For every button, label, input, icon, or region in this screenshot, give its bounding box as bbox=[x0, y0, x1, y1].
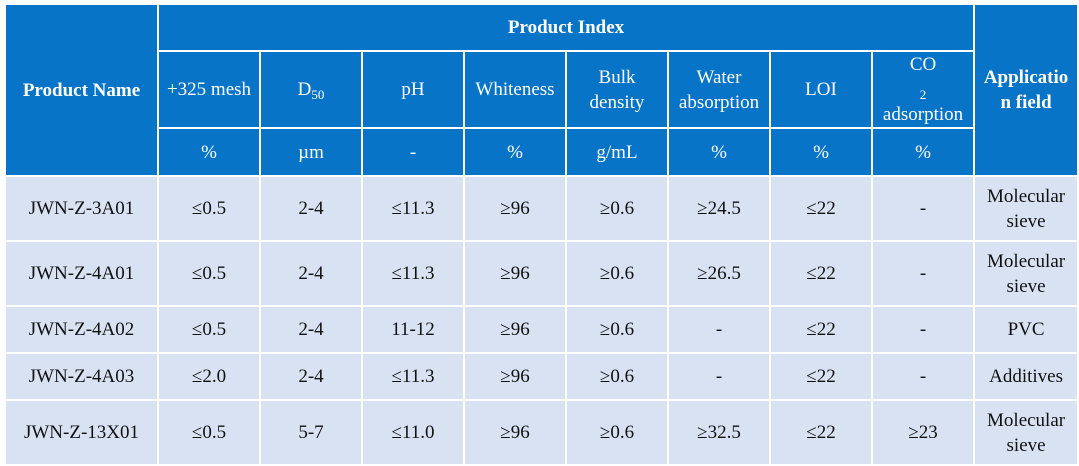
table-row: JWN-Z-4A03 ≤2.0 2-4 ≤11.3 ≥96 ≥0.6 - ≤22… bbox=[4, 352, 1079, 401]
header-whiteness: Whiteness bbox=[463, 50, 567, 129]
ph-cell: 11-12 bbox=[361, 305, 465, 354]
bulk-density-cell: ≥0.6 bbox=[565, 352, 669, 401]
unit-d50: µm bbox=[259, 127, 363, 177]
header-loi: LOI bbox=[769, 50, 873, 129]
unit-ph: - bbox=[361, 127, 465, 177]
ph-cell: ≤11.3 bbox=[361, 240, 465, 307]
product-name-cell: JWN-Z-3A01 bbox=[4, 175, 159, 242]
header-bulk-density-line2: density bbox=[589, 91, 645, 113]
product-spec-table: Product Name Product Index Applicatio n … bbox=[4, 3, 1079, 466]
whiteness-cell: ≥96 bbox=[463, 399, 567, 466]
water-absorption-cell: ≥32.5 bbox=[667, 399, 771, 466]
loi-cell: ≤22 bbox=[769, 399, 873, 466]
co2-adsorption-cell: - bbox=[870, 352, 976, 401]
ph-cell: ≤11.3 bbox=[361, 175, 465, 242]
header-ph: pH bbox=[361, 50, 465, 129]
loi-cell: ≤22 bbox=[769, 305, 873, 354]
application-line1: Molecular bbox=[987, 185, 1066, 207]
application-line2: sieve bbox=[1006, 434, 1046, 456]
header-product-name: Product Name bbox=[4, 3, 159, 177]
unit-bulk-density: g/mL bbox=[565, 127, 669, 177]
whiteness-cell: ≥96 bbox=[463, 305, 567, 354]
unit-loi: % bbox=[769, 127, 873, 177]
application-field-cell: PVC bbox=[973, 305, 1079, 354]
d50-cell: 2-4 bbox=[259, 305, 363, 354]
mesh-cell: ≤0.5 bbox=[157, 399, 261, 466]
header-co2-main: CO bbox=[909, 54, 937, 75]
header-application-field-line2: n field bbox=[1000, 92, 1052, 113]
product-name-cell: JWN-Z-4A03 bbox=[4, 352, 159, 401]
header-application-field: Applicatio n field bbox=[973, 3, 1079, 177]
application-field-cell: Additives bbox=[973, 352, 1079, 401]
header-product-index: Product Index bbox=[156, 3, 976, 52]
header-water-absorption-line2: absorption bbox=[678, 91, 760, 113]
unit-mesh: % bbox=[157, 127, 261, 177]
header-co2-line1: CO 2 bbox=[873, 52, 973, 102]
ph-cell: ≤11.3 bbox=[361, 352, 465, 401]
water-absorption-cell: - bbox=[667, 352, 771, 401]
application-line1: Molecular bbox=[987, 250, 1066, 272]
table-row: JWN-Z-13X01 ≤0.5 5-7 ≤11.0 ≥96 ≥0.6 ≥32.… bbox=[4, 399, 1079, 466]
co2-adsorption-cell: - bbox=[870, 240, 976, 307]
whiteness-cell: ≥96 bbox=[463, 352, 567, 401]
water-absorption-cell: - bbox=[667, 305, 771, 354]
d50-cell: 2-4 bbox=[259, 240, 363, 307]
header-d50-main: D bbox=[297, 79, 312, 100]
table-body: JWN-Z-3A01 ≤0.5 2-4 ≤11.3 ≥96 ≥0.6 ≥24.5… bbox=[4, 175, 1079, 466]
loi-cell: ≤22 bbox=[769, 175, 873, 242]
table-row: JWN-Z-4A01 ≤0.5 2-4 ≤11.3 ≥96 ≥0.6 ≥26.5… bbox=[4, 240, 1079, 307]
whiteness-cell: ≥96 bbox=[463, 240, 567, 307]
product-name-cell: JWN-Z-4A02 bbox=[4, 305, 159, 354]
header-application-field-line1: Applicatio bbox=[983, 67, 1069, 88]
header-bulk-density-line1: Bulk bbox=[598, 66, 636, 88]
whiteness-cell: ≥96 bbox=[463, 175, 567, 242]
application-field-cell: Molecular sieve bbox=[973, 399, 1079, 466]
d50-cell: 2-4 bbox=[259, 352, 363, 401]
loi-cell: ≤22 bbox=[769, 352, 873, 401]
ph-cell: ≤11.0 bbox=[361, 399, 465, 466]
mesh-cell: ≤0.5 bbox=[157, 175, 261, 242]
table-row: JWN-Z-3A01 ≤0.5 2-4 ≤11.3 ≥96 ≥0.6 ≥24.5… bbox=[4, 175, 1079, 242]
unit-water-absorption: % bbox=[667, 127, 771, 177]
product-name-cell: JWN-Z-4A01 bbox=[4, 240, 159, 307]
mesh-cell: ≤0.5 bbox=[157, 240, 261, 307]
bulk-density-cell: ≥0.6 bbox=[565, 175, 669, 242]
application-field-cell: Molecular sieve bbox=[973, 175, 1079, 242]
bulk-density-cell: ≥0.6 bbox=[565, 240, 669, 307]
header-d50: D50 bbox=[259, 50, 363, 129]
application-line2: sieve bbox=[1006, 210, 1046, 232]
d50-cell: 5-7 bbox=[259, 399, 363, 466]
header-co2-adsorption: CO 2 adsorption bbox=[870, 50, 976, 129]
co2-adsorption-cell: - bbox=[870, 305, 976, 354]
bulk-density-cell: ≥0.6 bbox=[565, 399, 669, 466]
header-water-absorption: Water absorption bbox=[667, 50, 771, 129]
bulk-density-cell: ≥0.6 bbox=[565, 305, 669, 354]
water-absorption-cell: ≥24.5 bbox=[667, 175, 771, 242]
header-mesh: +325 mesh bbox=[157, 50, 261, 129]
water-absorption-cell: ≥26.5 bbox=[667, 240, 771, 307]
header-bulk-density: Bulk density bbox=[565, 50, 669, 129]
header-water-absorption-line1: Water bbox=[696, 66, 742, 88]
product-name-cell: JWN-Z-13X01 bbox=[4, 399, 159, 466]
loi-cell: ≤22 bbox=[769, 240, 873, 307]
table-row: JWN-Z-4A02 ≤0.5 2-4 11-12 ≥96 ≥0.6 - ≤22… bbox=[4, 305, 1079, 354]
unit-co2-adsorption: % bbox=[870, 127, 976, 177]
header-co2-line2: adsorption bbox=[882, 104, 964, 125]
application-line1: Molecular bbox=[987, 409, 1066, 431]
header-co2-sub: 2 bbox=[919, 87, 927, 102]
table-header: Product Name Product Index Applicatio n … bbox=[4, 3, 1079, 177]
mesh-cell: ≤0.5 bbox=[157, 305, 261, 354]
co2-adsorption-cell: - bbox=[870, 175, 976, 242]
header-d50-sub: 50 bbox=[311, 87, 325, 102]
co2-adsorption-cell: ≥23 bbox=[870, 399, 976, 466]
application-line2: sieve bbox=[1006, 275, 1046, 297]
mesh-cell: ≤2.0 bbox=[157, 352, 261, 401]
unit-whiteness: % bbox=[463, 127, 567, 177]
application-field-cell: Molecular sieve bbox=[973, 240, 1079, 307]
d50-cell: 2-4 bbox=[259, 175, 363, 242]
